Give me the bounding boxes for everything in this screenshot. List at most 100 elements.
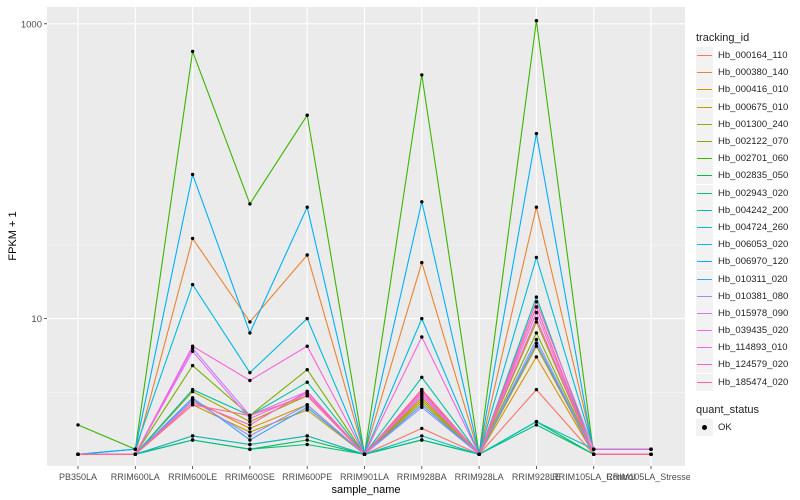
legend-key — [696, 236, 713, 254]
legend-label: Hb_002701_060 — [718, 153, 789, 165]
legend-item-Hb_002122_070: Hb_002122_070 — [696, 133, 796, 151]
legend-key — [696, 253, 713, 271]
data-point-Hb_000675_010 — [305, 408, 309, 412]
line-swatch-icon — [697, 141, 712, 143]
data-point-Hb_004724_260 — [420, 434, 424, 438]
x-tick-label: RRIM928BA — [397, 472, 447, 482]
legend-item-Hb_006970_120: Hb_006970_120 — [696, 253, 796, 271]
legend-key — [696, 339, 713, 357]
data-point-Hb_002701_060 — [420, 73, 424, 77]
legend-label: Hb_004724_260 — [718, 221, 789, 233]
data-point-Hb_006970_120 — [420, 200, 424, 204]
legend-label: Hb_010311_020 — [718, 273, 788, 285]
data-point-Hb_002701_060 — [248, 202, 252, 206]
line-swatch-icon — [697, 123, 712, 125]
data-point-Hb_010311_020 — [534, 341, 539, 345]
data-point-Hb_114893_010 — [649, 447, 653, 451]
data-point-Hb_114893_010 — [190, 344, 195, 348]
legend-quant-status: quant_status OK — [696, 404, 796, 437]
x-axis-title: sample_name — [331, 484, 400, 496]
legend2-item: OK — [696, 419, 796, 437]
line-swatch-icon — [697, 347, 712, 349]
legend-label: Hb_006970_120 — [718, 256, 789, 268]
data-point-Hb_039435_020 — [248, 416, 252, 421]
data-point-Hb_002701_060 — [534, 19, 539, 23]
legend-key — [696, 115, 713, 133]
data-point-Hb_002943_020 — [420, 438, 424, 442]
data-point-Hb_185474_020 — [305, 394, 309, 398]
data-point-Hb_002835_050 — [305, 438, 309, 442]
legend-item-Hb_039435_020: Hb_039435_020 — [696, 322, 796, 340]
data-point-Hb_006970_120 — [305, 205, 309, 209]
data-point-Hb_185474_020 — [76, 452, 80, 456]
data-point-Hb_114893_010 — [592, 447, 596, 451]
data-point-Hb_039435_020 — [190, 349, 195, 353]
data-point-Hb_004724_260 — [305, 434, 309, 438]
x-axis-ticks: PB350LA RRIM600LA RRIM600LE RRIM600SE RRIM60… — [59, 466, 690, 482]
data-point-Hb_124579_020 — [248, 423, 252, 427]
legend-label: Hb_002835_050 — [718, 170, 789, 182]
legend-item-Hb_114893_010: Hb_114893_010 — [696, 339, 796, 357]
legend-item-Hb_000675_010: Hb_000675_010 — [696, 98, 796, 116]
data-point-Hb_001300_240 — [420, 398, 424, 402]
data-point-Hb_006053_020 — [248, 370, 252, 375]
data-point-Hb_002943_020 — [534, 423, 539, 427]
panel-background — [47, 7, 685, 466]
data-point-Hb_006053_020 — [420, 316, 424, 321]
data-point-Hb_002701_060 — [76, 423, 80, 427]
data-point-Hb_114893_010 — [305, 344, 309, 348]
data-point-Hb_002701_060 — [305, 113, 309, 117]
data-point-Hb_185474_020 — [133, 452, 137, 456]
legend-key — [696, 98, 713, 116]
data-point-Hb_000380_140 — [534, 205, 539, 209]
data-point-Hb_000380_140 — [305, 253, 309, 257]
y-axis-title: FPKM + 1 — [7, 211, 19, 260]
data-point-Hb_010381_080 — [420, 405, 424, 409]
legend-key — [696, 184, 713, 202]
line-swatch-icon — [697, 89, 712, 91]
data-point-Hb_002122_070 — [305, 368, 309, 372]
legend-key — [696, 167, 713, 185]
legend-label: Hb_000416_010 — [718, 84, 789, 96]
legend-tracking-id: tracking_id Hb_000164_110 Hb_000380_140 Hb… — [696, 32, 796, 391]
data-point-Hb_006970_120 — [133, 447, 137, 451]
legend-title: tracking_id — [696, 32, 750, 44]
legend2-key — [696, 419, 713, 437]
data-point-Hb_002943_020 — [190, 438, 195, 442]
data-point-Hb_002943_020 — [248, 447, 252, 451]
line-swatch-icon — [697, 55, 712, 57]
data-point-Hb_004724_260 — [534, 419, 539, 424]
legend-key — [696, 373, 713, 391]
legend-item-Hb_004724_260: Hb_004724_260 — [696, 218, 796, 236]
data-point-Hb_004724_260 — [190, 434, 195, 438]
data-point-Hb_000380_140 — [190, 236, 195, 241]
legend-item-Hb_000416_010: Hb_000416_010 — [696, 81, 796, 99]
chart-plot: 10 1000 PB350LA RRIM600LA RRIM600LE RRIM600S… — [7, 7, 690, 496]
x-tick-label: RRIM928LA — [455, 472, 504, 482]
data-point-Hb_006053_020 — [190, 282, 195, 287]
legend-label: Hb_002943_020 — [718, 187, 789, 199]
data-point-Hb_000675_010 — [248, 430, 252, 434]
legend-key — [696, 201, 713, 219]
legend-items: Hb_000164_110 Hb_000380_140 Hb_000416_010 H… — [696, 47, 796, 391]
legend-key — [696, 270, 713, 288]
data-point-Hb_185474_020 — [592, 452, 596, 456]
legend-key — [696, 322, 713, 340]
data-point-Hb_001300_240 — [534, 320, 539, 324]
x-tick-label: RRIM600PE — [282, 472, 332, 482]
data-point-Hb_185474_020 — [248, 413, 252, 418]
x-tick-label: RRIM600LA — [111, 472, 160, 482]
legend-key — [696, 150, 713, 168]
data-point-Hb_010311_020 — [305, 405, 309, 409]
y-tick-label: 10 — [31, 314, 42, 325]
legend-item-Hb_004242_200: Hb_004242_200 — [696, 201, 796, 219]
line-swatch-icon — [697, 278, 712, 280]
legend-label: Hb_002122_070 — [718, 136, 789, 148]
data-point-Hb_124579_020 — [190, 400, 195, 405]
data-point-Hb_000164_110 — [420, 426, 424, 431]
data-point-Hb_010311_020 — [420, 403, 424, 407]
x-tick-label: RRIM105LA_Stressed — [606, 472, 690, 482]
x-tick-label: RRIM105LA_Control — [552, 472, 635, 482]
x-tick-label: PB350LA — [59, 472, 97, 482]
data-point-Hb_185474_020 — [362, 452, 367, 456]
